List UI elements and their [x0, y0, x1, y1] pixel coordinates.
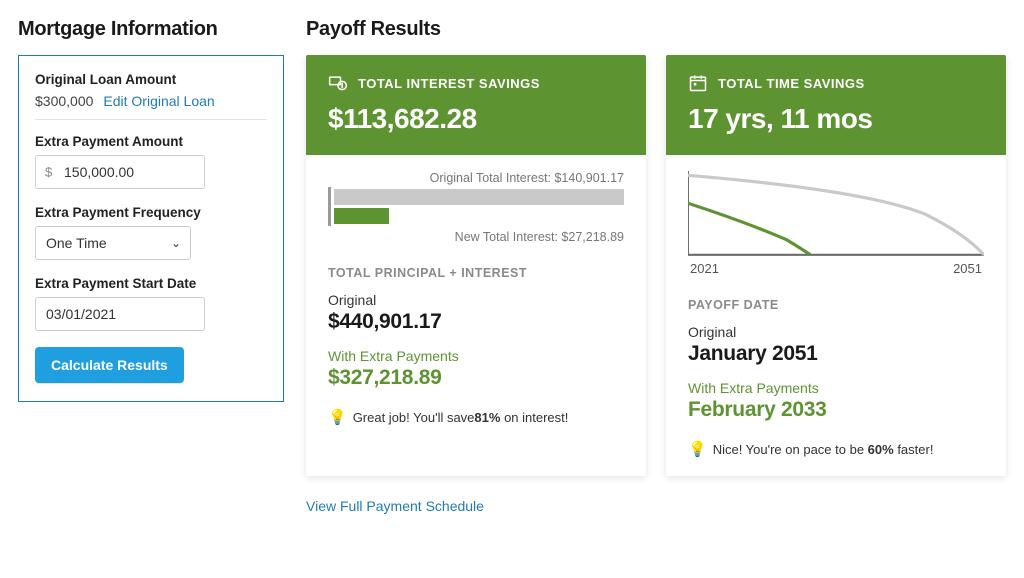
interest-header-label: TOTAL INTEREST SAVINGS: [358, 76, 540, 91]
time-savings-card: TOTAL TIME SAVINGS 17 yrs, 11 mos 2021 2…: [666, 55, 1006, 476]
interest-savings-card: TOTAL INTEREST SAVINGS $113,682.28 Origi…: [306, 55, 646, 476]
payoff-date-title: PAYOFF DATE: [688, 298, 984, 312]
edit-loan-link[interactable]: Edit Original Loan: [103, 93, 214, 109]
lightbulb-icon: 💡: [328, 408, 347, 426]
pi-orig-label: Original: [328, 292, 624, 308]
pi-orig-value: $440,901.17: [328, 310, 624, 334]
lightbulb-icon: 💡: [688, 440, 707, 458]
calendar-icon: [688, 73, 708, 93]
calculate-button[interactable]: Calculate Results: [35, 347, 184, 383]
start-date-input[interactable]: [35, 297, 205, 331]
new-interest-bar: [334, 208, 389, 224]
frequency-label: Extra Payment Frequency: [35, 205, 267, 220]
view-schedule-link[interactable]: View Full Payment Schedule: [306, 498, 484, 514]
dollar-icon: $: [45, 165, 52, 180]
mortgage-info-title: Mortgage Information: [18, 18, 284, 41]
new-payoff-line: [688, 203, 810, 255]
mortgage-form-panel: Original Loan Amount $300,000 Edit Origi…: [18, 55, 284, 402]
chart-x-start: 2021: [690, 261, 719, 276]
principal-interest-title: TOTAL PRINCIPAL + INTEREST: [328, 266, 624, 280]
pi-extra-value: $327,218.89: [328, 366, 624, 390]
money-icon: [328, 73, 348, 93]
payoff-orig-value: January 2051: [688, 342, 984, 366]
extra-amount-label: Extra Payment Amount: [35, 134, 267, 149]
orig-interest-label: Original Total Interest: $140,901.17: [328, 171, 624, 185]
interest-header-value: $113,682.28: [328, 103, 624, 135]
payoff-extra-value: February 2033: [688, 398, 984, 422]
time-header-value: 17 yrs, 11 mos: [688, 103, 984, 135]
payoff-line-chart: [688, 171, 984, 257]
payoff-results-title: Payoff Results: [306, 18, 1006, 41]
bar-axis: [328, 187, 331, 226]
extra-amount-input[interactable]: [35, 155, 205, 189]
orig-payoff-line: [688, 175, 984, 255]
loan-amount-label: Original Loan Amount: [35, 72, 267, 87]
interest-tip-text: Great job! You'll save81% on interest!: [353, 410, 569, 425]
time-tip-text: Nice! You're on pace to be 60% faster!: [713, 442, 934, 457]
chart-x-end: 2051: [953, 261, 982, 276]
frequency-select[interactable]: One Time: [35, 226, 191, 260]
orig-interest-bar: [334, 189, 624, 205]
form-divider: [35, 119, 267, 120]
payoff-extra-label: With Extra Payments: [688, 380, 984, 396]
start-date-label: Extra Payment Start Date: [35, 276, 267, 291]
pi-extra-label: With Extra Payments: [328, 348, 624, 364]
interest-bar-chart: Original Total Interest: $140,901.17 New…: [328, 171, 624, 244]
loan-amount-value: $300,000: [35, 93, 93, 109]
payoff-orig-label: Original: [688, 324, 984, 340]
time-header-label: TOTAL TIME SAVINGS: [718, 76, 865, 91]
new-interest-label: New Total Interest: $27,218.89: [328, 230, 624, 244]
